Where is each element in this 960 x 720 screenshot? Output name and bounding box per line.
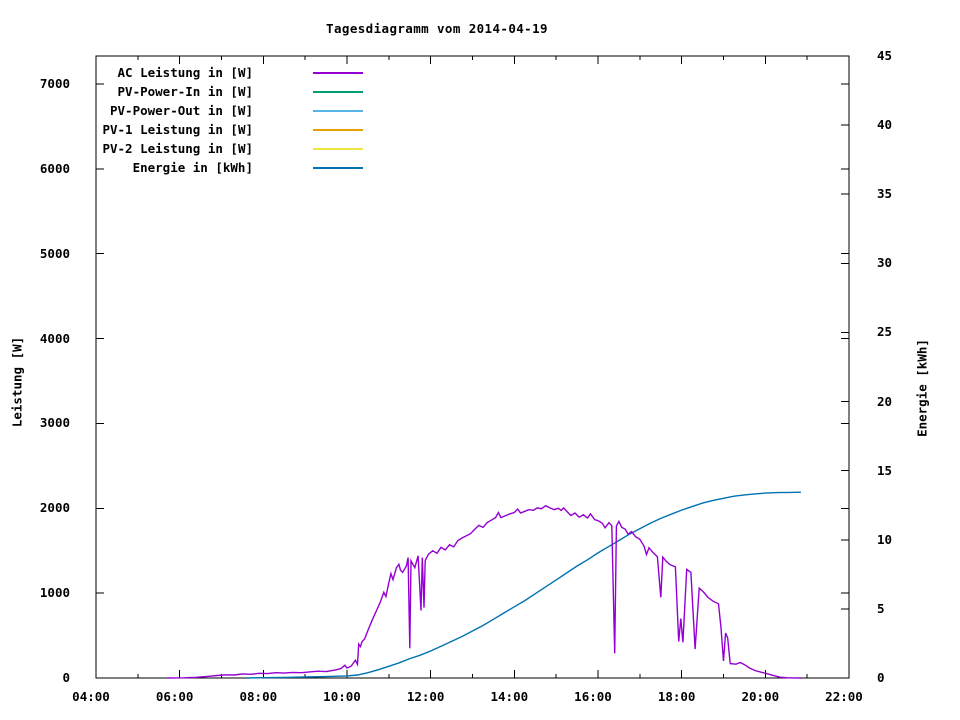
y-right-tick-label: 5 <box>877 600 885 616</box>
y-left-tick-label: 7000 <box>39 76 70 91</box>
legend-line-sample <box>313 148 363 150</box>
y-right-tick-label: 10 <box>877 531 893 547</box>
legend-row: Energie in [kWh] <box>96 158 386 177</box>
x-tick-label: 14:00 <box>490 689 529 704</box>
y-right-tick-label: 25 <box>877 324 893 340</box>
legend-row: AC Leistung in [W] <box>96 63 386 82</box>
x-tick-label: 16:00 <box>574 689 612 704</box>
y-left-tick-label: 4000 <box>39 330 70 346</box>
x-tick-label: 04:00 <box>72 689 110 704</box>
y-left-tick-label: 5000 <box>39 245 70 261</box>
y-axis-label-left: Leistung [W] <box>9 336 25 428</box>
legend-label: Energie in [kWh] <box>132 160 253 175</box>
y-left-tick-label: 2000 <box>39 500 70 516</box>
y-right-tick-label: 30 <box>877 255 893 271</box>
y-left-tick-label: 0 <box>62 670 70 685</box>
legend-line-sample <box>313 167 363 169</box>
series-energie-in-kwh <box>246 491 801 679</box>
x-tick-label: 22:00 <box>825 689 863 704</box>
legend-row: PV-Power-In in [W] <box>96 82 386 101</box>
legend-label: PV-1 Leistung in [W] <box>102 122 253 137</box>
legend-line-sample <box>313 91 363 93</box>
legend-row: PV-2 Leistung in [W] <box>96 139 386 158</box>
x-tick-label: 08:00 <box>239 689 278 704</box>
legend-row: PV-Power-Out in [W] <box>96 101 386 120</box>
legend-label: PV-2 Leistung in [W] <box>102 141 253 156</box>
legend-label: PV-Power-In in [W] <box>117 84 253 99</box>
x-tick-label: 18:00 <box>657 689 696 704</box>
y-right-tick-label: 35 <box>877 186 893 202</box>
y-axis-label-right: Energie [kWh] <box>914 339 930 437</box>
y-left-tick-label: 1000 <box>39 585 70 601</box>
legend-row: PV-1 Leistung in [W] <box>96 120 386 139</box>
legend-label: PV-Power-Out in [W] <box>110 103 253 118</box>
y-right-tick-label: 0 <box>877 670 885 685</box>
legend-line-sample <box>313 72 363 74</box>
y-left-tick-label: 3000 <box>39 415 70 431</box>
y-left-tick-label: 6000 <box>39 160 70 176</box>
x-tick-label: 12:00 <box>406 689 445 704</box>
series-ac-leistung-in-w <box>167 504 801 679</box>
legend-line-sample <box>313 110 363 112</box>
chart-title: Tagesdiagramm vom 2014-04-19 <box>326 21 548 36</box>
y-right-tick-label: 45 <box>877 48 893 63</box>
y-right-tick-label: 15 <box>877 462 893 478</box>
x-tick-label: 06:00 <box>155 689 194 704</box>
x-tick-label: 10:00 <box>323 689 361 704</box>
legend-label: AC Leistung in [W] <box>117 65 253 80</box>
legend-line-sample <box>313 129 363 131</box>
y-right-tick-label: 20 <box>877 393 893 409</box>
y-right-tick-label: 40 <box>877 117 893 133</box>
x-tick-label: 20:00 <box>741 689 780 704</box>
